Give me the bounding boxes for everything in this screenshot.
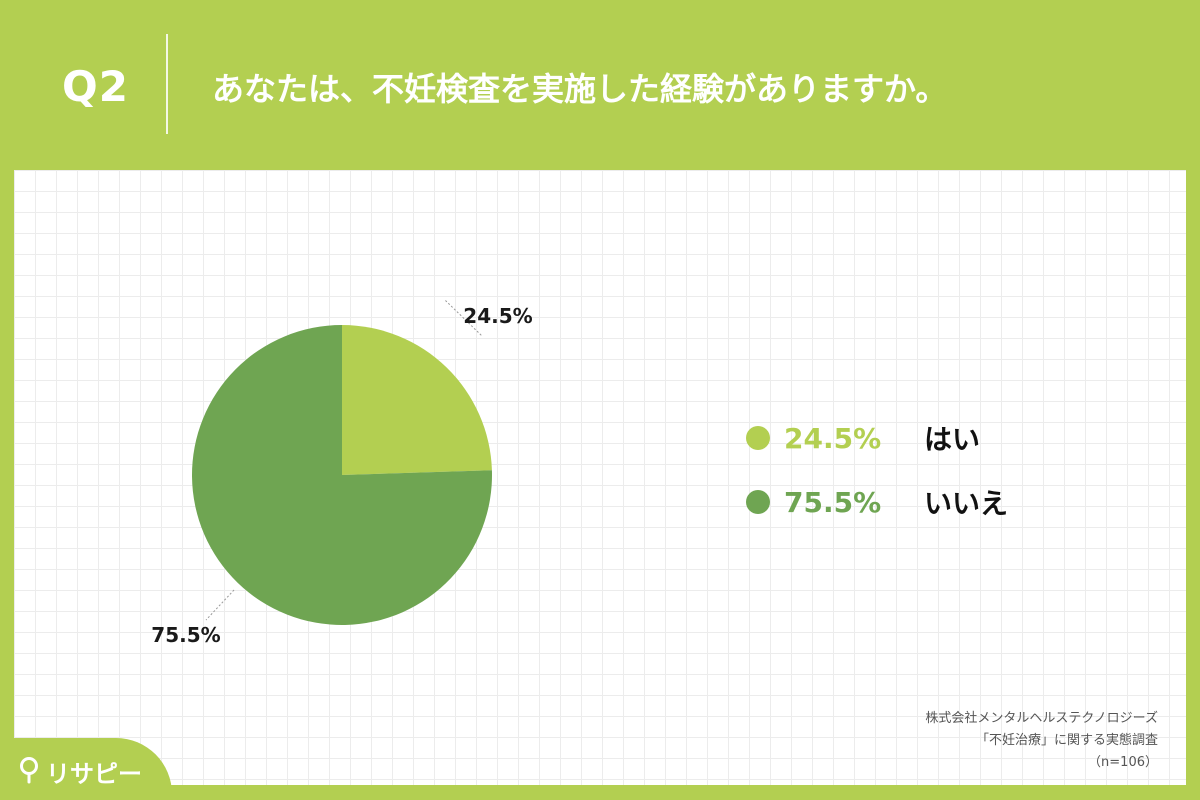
legend-item-yes: 24.5% はい	[746, 418, 1008, 458]
pie-slice-no	[192, 325, 493, 625]
legend-dot-no	[746, 490, 770, 514]
footnote-survey: 「不妊治療」に関する実態調査	[975, 733, 1158, 748]
legend-dot-yes	[746, 426, 770, 450]
question-number: Q2	[62, 62, 129, 111]
logo: リサピー	[0, 738, 172, 800]
leader-line-yes	[445, 300, 483, 337]
pie-slice-yes	[342, 325, 492, 475]
footnote-sample-size: （n=106）	[1088, 755, 1158, 770]
legend-percent-no: 75.5%	[784, 485, 882, 519]
legend: 24.5% はい 75.5% いいえ	[746, 418, 1008, 546]
chart-panel: 24.5% 75.5% 24.5% はい 75.5% いいえ	[14, 170, 1186, 785]
header-divider	[166, 34, 168, 134]
slice-label-no: 75.5%	[151, 623, 220, 647]
legend-label-yes: はい	[924, 423, 981, 456]
logo-text: リサピー	[46, 760, 142, 788]
header: Q2 あなたは、不妊検査を実施した経験がありますか。	[0, 0, 1200, 170]
footnote: 株式会社メンタルヘルステクノロジーズ 「不妊治療」に関する実態調査 （n=106…	[925, 708, 1158, 774]
legend-item-no: 75.5% いいえ	[746, 482, 1008, 522]
question-title: あなたは、不妊検査を実施した経験がありますか。	[212, 70, 948, 108]
footnote-company: 株式会社メンタルヘルステクノロジーズ	[925, 711, 1158, 726]
location-pin-icon	[20, 757, 38, 784]
legend-label-no: いいえ	[924, 487, 1009, 520]
slice-label-yes: 24.5%	[463, 304, 532, 328]
pie-chart: 24.5% 75.5%	[151, 300, 533, 647]
leader-line-no	[205, 589, 235, 621]
legend-percent-yes: 24.5%	[784, 421, 882, 455]
